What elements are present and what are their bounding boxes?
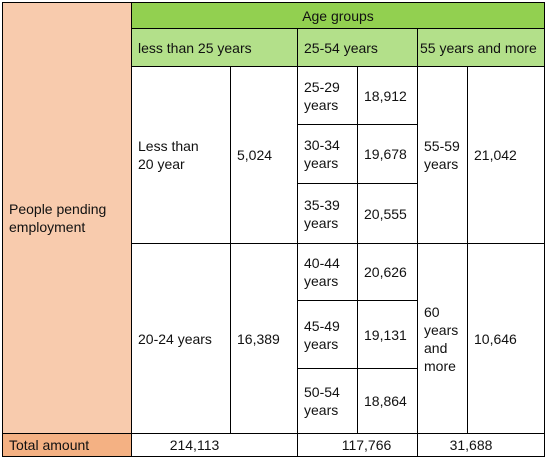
age-30-34-value-cell: 19,678 bbox=[357, 124, 417, 183]
row-label: People pending employment bbox=[9, 201, 107, 235]
age-60plus-label-cell: 60 years and more bbox=[417, 243, 467, 433]
age-40-44-label-cell: 40-44 years bbox=[297, 243, 357, 300]
age-25-29-value-cell: 18,912 bbox=[357, 66, 417, 124]
group-25-54-header: 25-54 years bbox=[297, 28, 417, 66]
total-25-54-cell: 117,766 bbox=[297, 433, 417, 457]
age-35-39-value-cell: 20,555 bbox=[357, 183, 417, 243]
age-45-49-value-cell: 19,131 bbox=[357, 300, 417, 368]
total-55plus-cell: 31,688 bbox=[417, 433, 545, 457]
age-25-29-label-cell: 25-29 years bbox=[297, 66, 357, 124]
total-label: Total amount bbox=[9, 437, 90, 453]
age-45-49-label-cell: 45-49 years bbox=[297, 300, 357, 368]
age-50-54-value-cell: 18,864 bbox=[357, 368, 417, 433]
age-30-34-label-cell: 30-34 years bbox=[297, 124, 357, 183]
group-under25-header: less than 25 years bbox=[131, 28, 297, 66]
age-35-39-label-cell: 35-39 years bbox=[297, 183, 357, 243]
age-55-59-value-cell: 21,042 bbox=[467, 66, 545, 243]
age-20-24-label-cell: 20-24 years bbox=[131, 243, 230, 433]
row-label-cell: People pending employment bbox=[2, 2, 131, 433]
total-under25-cell: 214,113 bbox=[131, 433, 297, 457]
under20-label-cell: Less than 20 year bbox=[131, 66, 230, 243]
age-40-44-value-cell: 20,626 bbox=[357, 243, 417, 300]
age-55-59-label-cell: 55-59 years bbox=[417, 66, 467, 243]
age-20-24-value-cell: 16,389 bbox=[230, 243, 297, 433]
age-60plus-value-cell: 10,646 bbox=[467, 243, 545, 433]
age-50-54-label-cell: 50-54 years bbox=[297, 368, 357, 433]
group-55plus-header: 55 years and more bbox=[417, 28, 545, 66]
age-groups-header: Age groups bbox=[131, 2, 545, 28]
under20-value-cell: 5,024 bbox=[230, 66, 297, 243]
total-label-cell: Total amount bbox=[2, 433, 131, 457]
